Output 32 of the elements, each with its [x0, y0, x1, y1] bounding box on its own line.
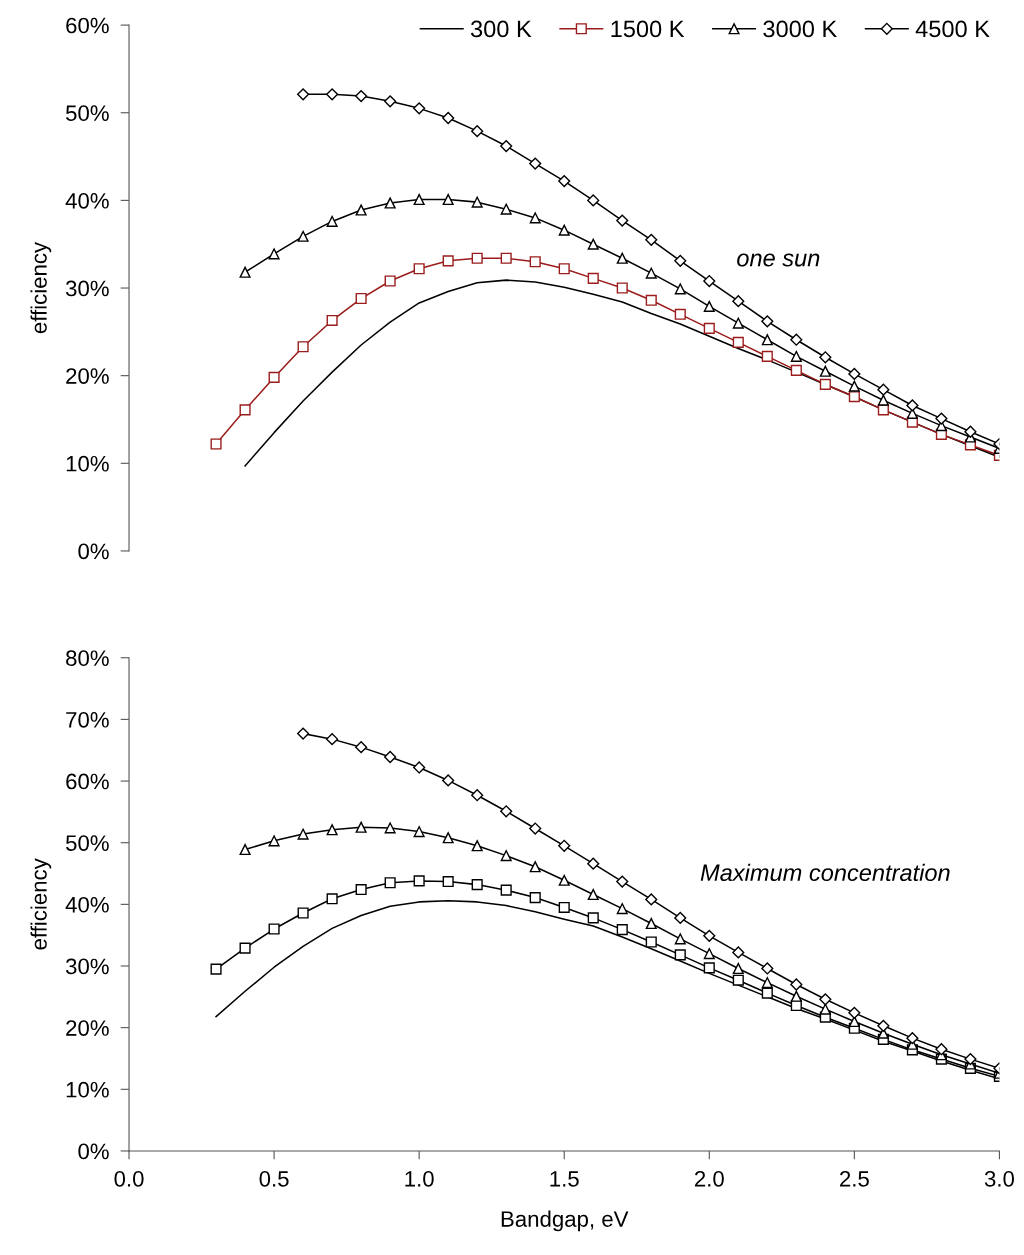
y-tick-label: 60% — [66, 17, 109, 34]
annotation: Maximum concentration — [700, 863, 950, 882]
y-tick-label: 30% — [65, 280, 109, 297]
legend-label: 4500 K — [915, 20, 990, 38]
y-tick-label: 60% — [66, 773, 109, 790]
x-tick-label: 2.0 — [694, 1170, 724, 1187]
y-axis-title: efficiency — [30, 858, 52, 950]
y-tick-label: 50% — [65, 835, 109, 851]
x-tick-label: 3.0 — [984, 1170, 1014, 1187]
y-tick-label: 80% — [66, 650, 109, 667]
legend-label: 3000 K — [763, 20, 837, 38]
y-tick-label: 40% — [65, 896, 109, 913]
annotation: one sun — [737, 253, 820, 267]
y-tick-label: 10% — [66, 455, 109, 472]
x-tick-label: 0.5 — [259, 1170, 289, 1187]
y-tick-label: 0% — [78, 1143, 109, 1160]
y-tick-label: 40% — [65, 192, 109, 209]
y-tick-label: 70% — [66, 711, 109, 728]
y-tick-label: 20% — [66, 368, 109, 384]
y-tick-label: 50% — [65, 105, 109, 122]
x-tick-label: 1.0 — [405, 1170, 434, 1187]
x-tick-label: 0.0 — [114, 1170, 144, 1187]
y-tick-label: 10% — [66, 1081, 109, 1098]
y-axis-title: efficiency — [30, 241, 52, 334]
legend-label: 1500 K — [611, 20, 685, 38]
x-tick-label: 2.5 — [840, 1170, 869, 1187]
y-tick-label: 20% — [66, 1020, 109, 1036]
x-tick-label: 1.5 — [550, 1171, 579, 1187]
y-tick-label: 0% — [78, 543, 109, 560]
legend-label: 300 K — [470, 20, 532, 38]
x-axis-title: Bandgap, eV — [501, 1210, 629, 1232]
y-tick-label: 30% — [65, 958, 109, 975]
